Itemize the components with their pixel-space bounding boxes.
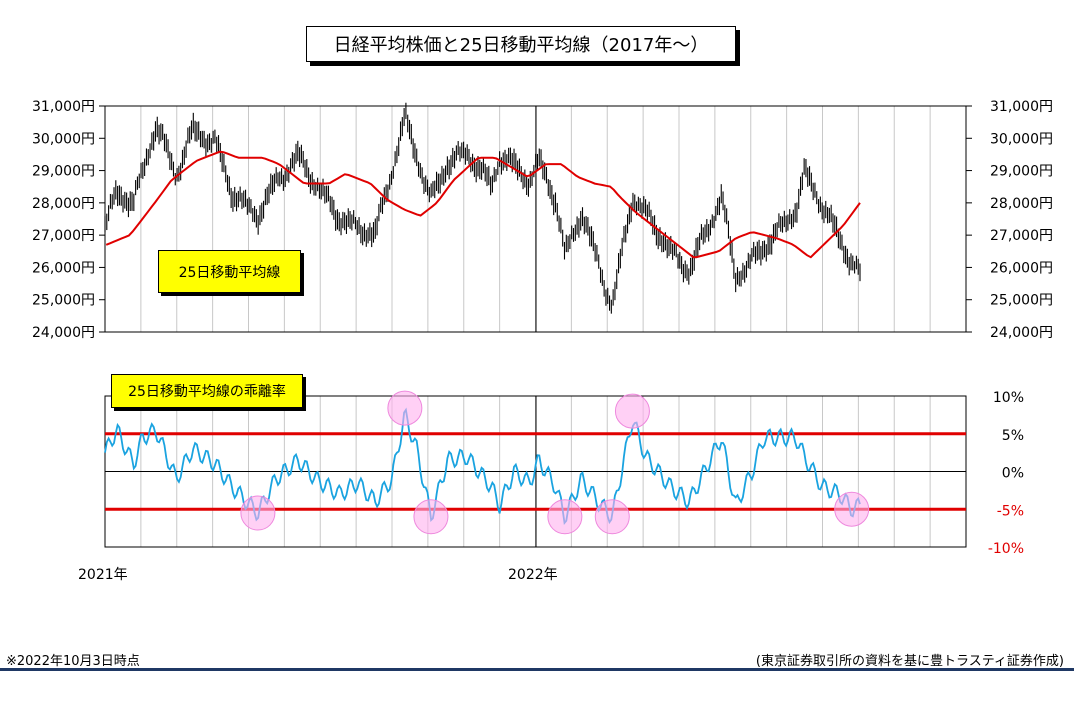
chart-title: 日経平均株価と25日移動平均線（2017年～） [306, 26, 736, 62]
deviation-highlight-circle [594, 499, 630, 535]
price-tick-label-right: 25,000円 [990, 293, 1053, 309]
price-tick-label-right: 30,000円 [990, 131, 1053, 147]
price-tick-label-right: 28,000円 [990, 196, 1053, 212]
source-note: (東京証券取引所の資料を基に豊トラスティ証券作成) [755, 654, 1064, 669]
deviation-highlight-circle [387, 390, 423, 426]
deviation-line [104, 407, 861, 526]
x-axis-labels: 2021年 2022年 [78, 567, 558, 583]
deviation-tick-label: 10% [993, 390, 1024, 406]
price-tick-label-left: 27,000円 [32, 228, 95, 244]
deviation-highlight-circle [240, 495, 276, 531]
price-tick-label-left: 25,000円 [32, 293, 95, 309]
price-tick-label-left: 29,000円 [32, 164, 95, 180]
price-axis-ticks: 24,000円 24,000円 25,000円 25,000円 26,000円 26,00… [32, 99, 1053, 341]
deviation-highlight-circle [413, 499, 449, 535]
deviation-highlight-circle [834, 491, 870, 527]
price-tick-label-left: 28,000円 [32, 196, 95, 212]
price-tick-label-right: 27,000円 [990, 228, 1053, 244]
ma-series [105, 150, 861, 259]
deviation-highlight-circle [547, 499, 583, 535]
x-axis-year-label: 2021年 [78, 567, 128, 583]
as-of-note: ※2022年10月3日時点 [6, 654, 140, 669]
deviation-tick-label: 0% [1002, 466, 1024, 482]
price-tick-label-left: 31,000円 [32, 99, 95, 115]
ma-line [105, 150, 861, 259]
ma-legend-box: 25日移動平均線 [158, 250, 301, 293]
bottom-rule [0, 668, 1074, 671]
price-tick-label-right: 29,000円 [990, 164, 1053, 180]
price-tick-label-right: 31,000円 [990, 99, 1053, 115]
price-tick-label-right: 26,000円 [990, 260, 1053, 276]
price-tick-label-left: 26,000円 [32, 260, 95, 276]
deviation-series [104, 407, 861, 526]
deviation-highlight-circle [614, 393, 650, 429]
deviation-legend-box: 25日移動平均線の乖離率 [111, 374, 303, 408]
price-tick-label-right: 24,000円 [990, 325, 1053, 341]
deviation-tick-label: -5% [997, 503, 1024, 519]
price-tick-label-left: 30,000円 [32, 131, 95, 147]
price-tick-label-left: 24,000円 [32, 325, 95, 341]
deviation-tick-label: -10% [988, 541, 1024, 557]
x-axis-year-label: 2022年 [508, 567, 558, 583]
deviation-tick-label: 5% [1002, 428, 1024, 444]
deviation-highlights [240, 390, 870, 535]
